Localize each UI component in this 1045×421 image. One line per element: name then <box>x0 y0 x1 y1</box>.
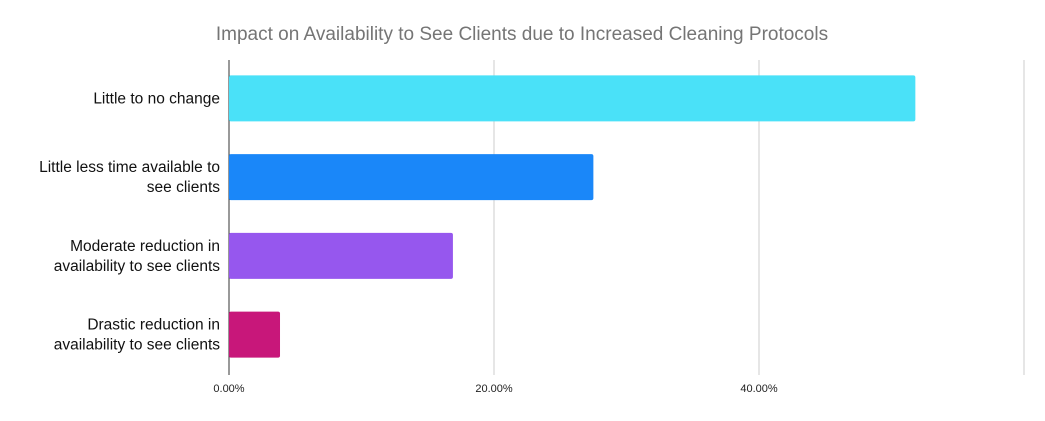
x-tick-label: 20.00% <box>475 383 513 395</box>
chart-title: Impact on Availability to See Clients du… <box>216 24 828 45</box>
x-tick-label: 40.00% <box>740 383 778 395</box>
y-category-label: availability to see clients <box>54 337 221 354</box>
y-category-label: Little less time available to <box>39 159 220 176</box>
bar <box>229 75 916 122</box>
y-category-label: availability to see clients <box>54 258 221 275</box>
bar <box>229 232 453 279</box>
y-category-label: see clients <box>147 179 220 196</box>
y-category-label: Moderate reduction in <box>70 238 220 255</box>
x-tick-label: 0.00% <box>213 383 244 395</box>
bar <box>229 154 594 201</box>
bar <box>229 311 281 358</box>
y-category-label: Drastic reduction in <box>87 317 220 334</box>
y-category-label: Little to no change <box>93 90 220 107</box>
